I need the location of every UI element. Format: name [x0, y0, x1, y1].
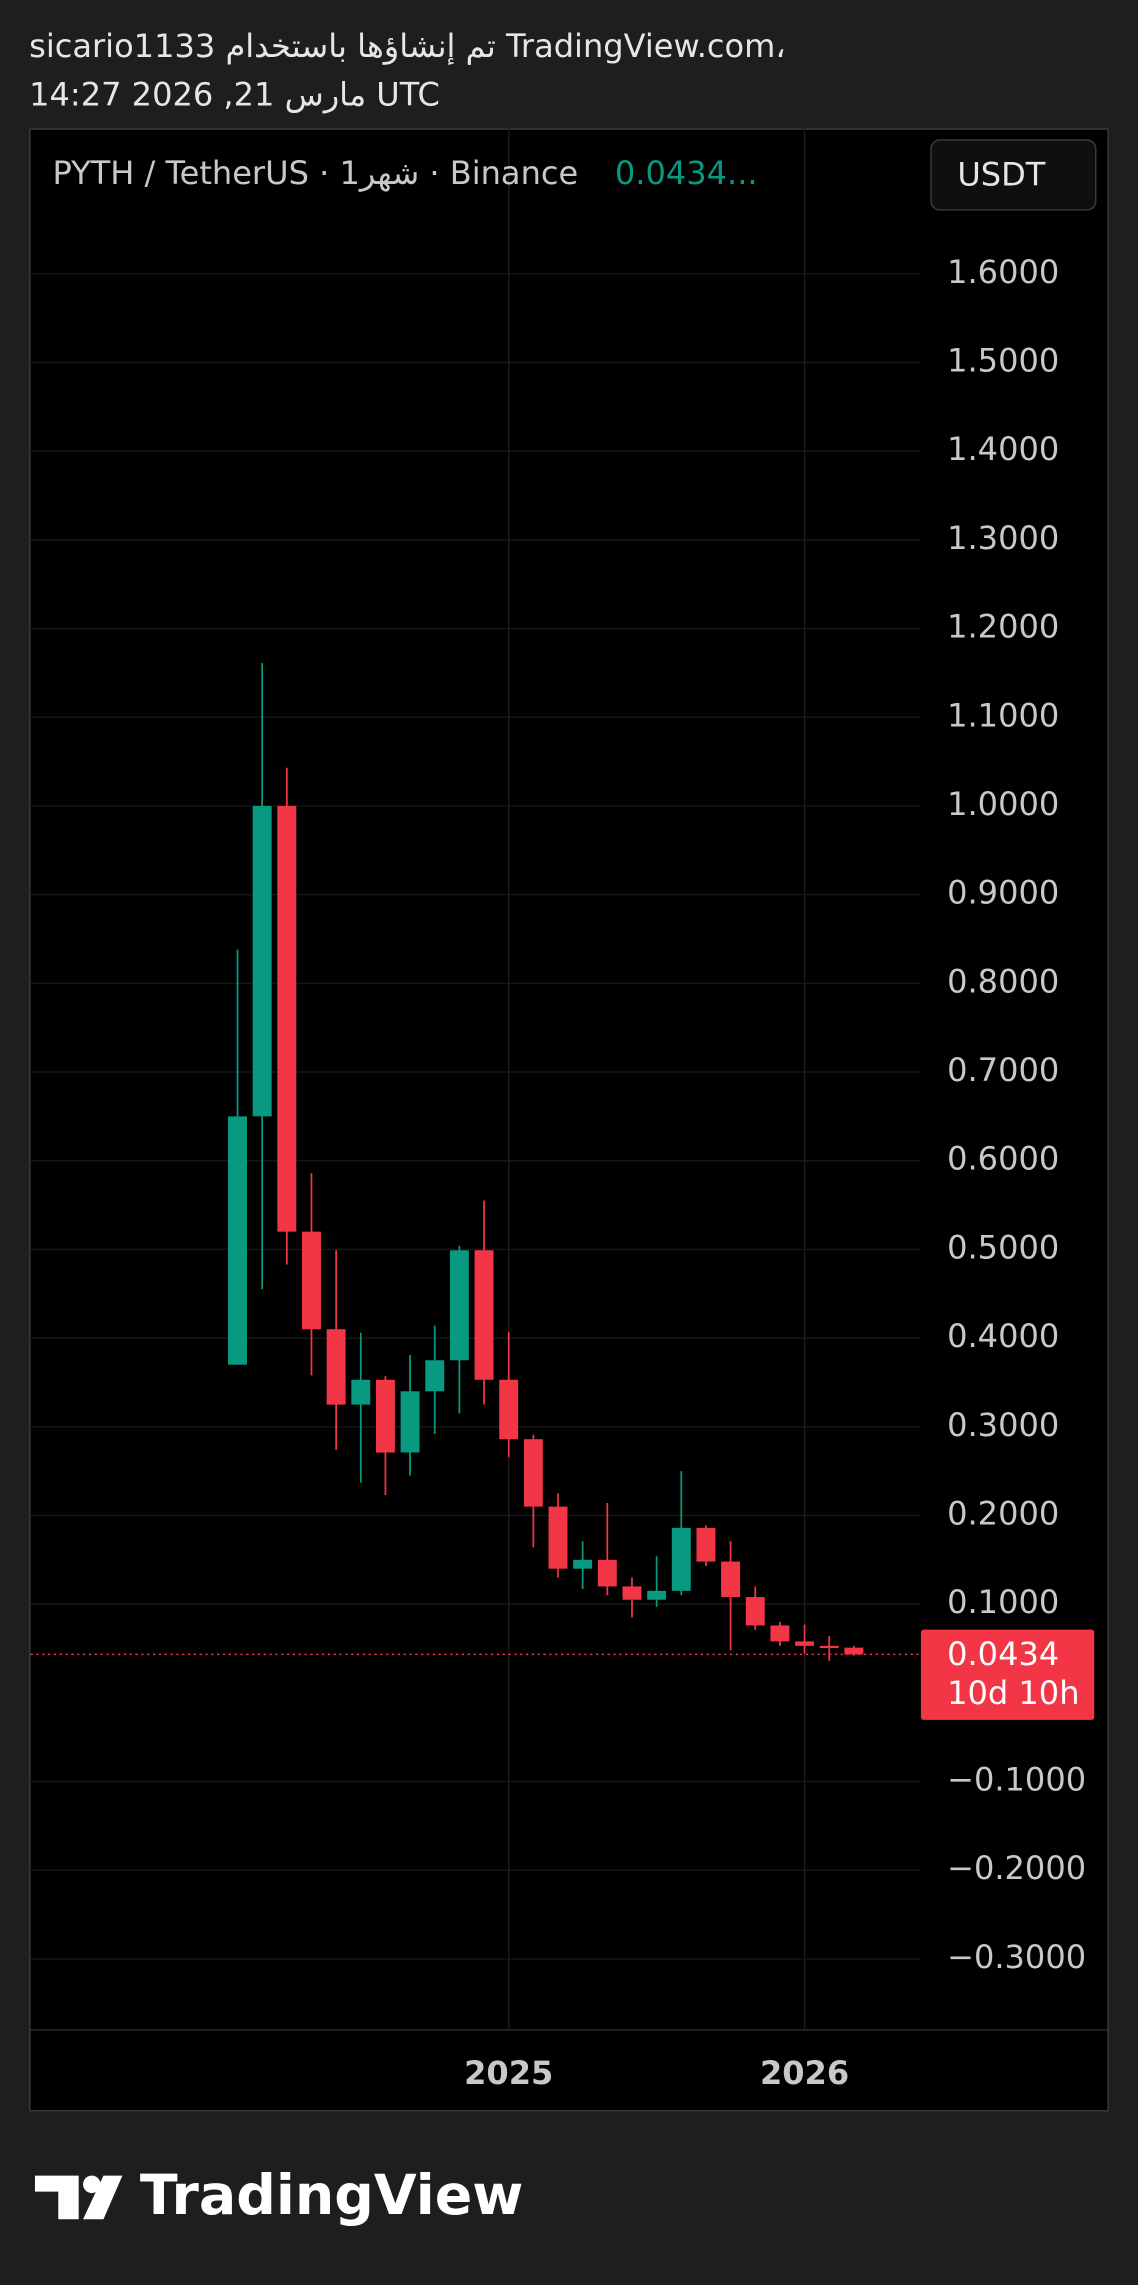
y-tick-label: 0.8000 [947, 962, 1059, 1000]
logo-v [83, 2175, 123, 2220]
header-line: sicario1133 تم إنشاؤها باستخدام TradingV… [29, 27, 786, 65]
y-tick-label: 0.4000 [947, 1317, 1059, 1355]
candle-body [647, 1590, 667, 1600]
candle-body [449, 1250, 469, 1361]
currency-button-label[interactable]: USDT [957, 155, 1045, 193]
legend: PYTH / TetherUS · 1شهر · Binance [52, 154, 578, 192]
logo-dot [83, 2175, 101, 2194]
candle-body [548, 1506, 568, 1569]
y-tick-label: 0.3000 [947, 1406, 1059, 1444]
chart-frame [29, 128, 1109, 2112]
x-tick-label: 2025 [464, 2054, 553, 2092]
countdown-label: 10d 10h [947, 1674, 1079, 1712]
x-tick-label: 2026 [760, 2054, 849, 2092]
candle-body [425, 1360, 445, 1392]
y-tick-label: 1.4000 [947, 430, 1059, 468]
candle-body [228, 1116, 247, 1365]
currency-button[interactable] [930, 139, 1097, 211]
y-tick-label: 1.6000 [947, 253, 1059, 291]
y-tick-label: 1.1000 [947, 696, 1059, 734]
plot: 1.6000 1.5000 1.4000 1.3000 1.2000 1.1000 1.00… [30, 128, 1108, 2092]
candle-body [326, 1329, 346, 1405]
candle-body [400, 1391, 420, 1453]
candle-body [844, 1647, 864, 1655]
y-tick-label: 0.1000 [947, 1583, 1059, 1621]
y-tick-label: −0.2000 [947, 1849, 1086, 1887]
legend-price: 0.0434... [615, 154, 758, 192]
last-price-label: 0.0434 [947, 1635, 1059, 1673]
candle-body [696, 1527, 716, 1562]
candle-body [819, 1645, 839, 1649]
y-tick-label: −0.3000 [947, 1938, 1086, 1976]
y-tick-label: 0.7000 [947, 1051, 1059, 1089]
y-tick-label: 1.3000 [947, 519, 1059, 557]
candle-body [597, 1559, 617, 1587]
candle-body [671, 1527, 691, 1591]
y-tick-label: −0.1000 [947, 1761, 1086, 1799]
candle-body [375, 1379, 395, 1453]
candle-body [721, 1561, 741, 1598]
y-tick-label: 0.9000 [947, 874, 1059, 912]
candle-body [745, 1597, 765, 1626]
y-tick-label: 0.6000 [947, 1140, 1059, 1178]
candle-body [499, 1379, 519, 1440]
candle-body [622, 1586, 642, 1600]
candle-body [301, 1231, 321, 1330]
candle-body [573, 1559, 593, 1569]
y-tick-label: 1.5000 [947, 341, 1059, 379]
last-price-tag [920, 1629, 1095, 1720]
candle-body [252, 805, 272, 1117]
candle-body [770, 1625, 790, 1642]
logo [34, 2175, 123, 2220]
y-tick-label: 1.2000 [947, 608, 1059, 646]
header-line: 14:27 2026 ,21 مارس UTC [29, 75, 440, 113]
footer-brand: TradingView [140, 2164, 524, 2228]
candle-body [474, 1250, 494, 1380]
candle-body [795, 1641, 815, 1646]
candle-body [523, 1439, 543, 1507]
candle-body [277, 805, 297, 1232]
y-tick-label: 1.0000 [947, 785, 1059, 823]
y-tick-label: 0.5000 [947, 1228, 1059, 1266]
logo-t [34, 2175, 79, 2220]
candle-body [351, 1379, 371, 1405]
y-tick-label: 0.2000 [947, 1494, 1059, 1532]
